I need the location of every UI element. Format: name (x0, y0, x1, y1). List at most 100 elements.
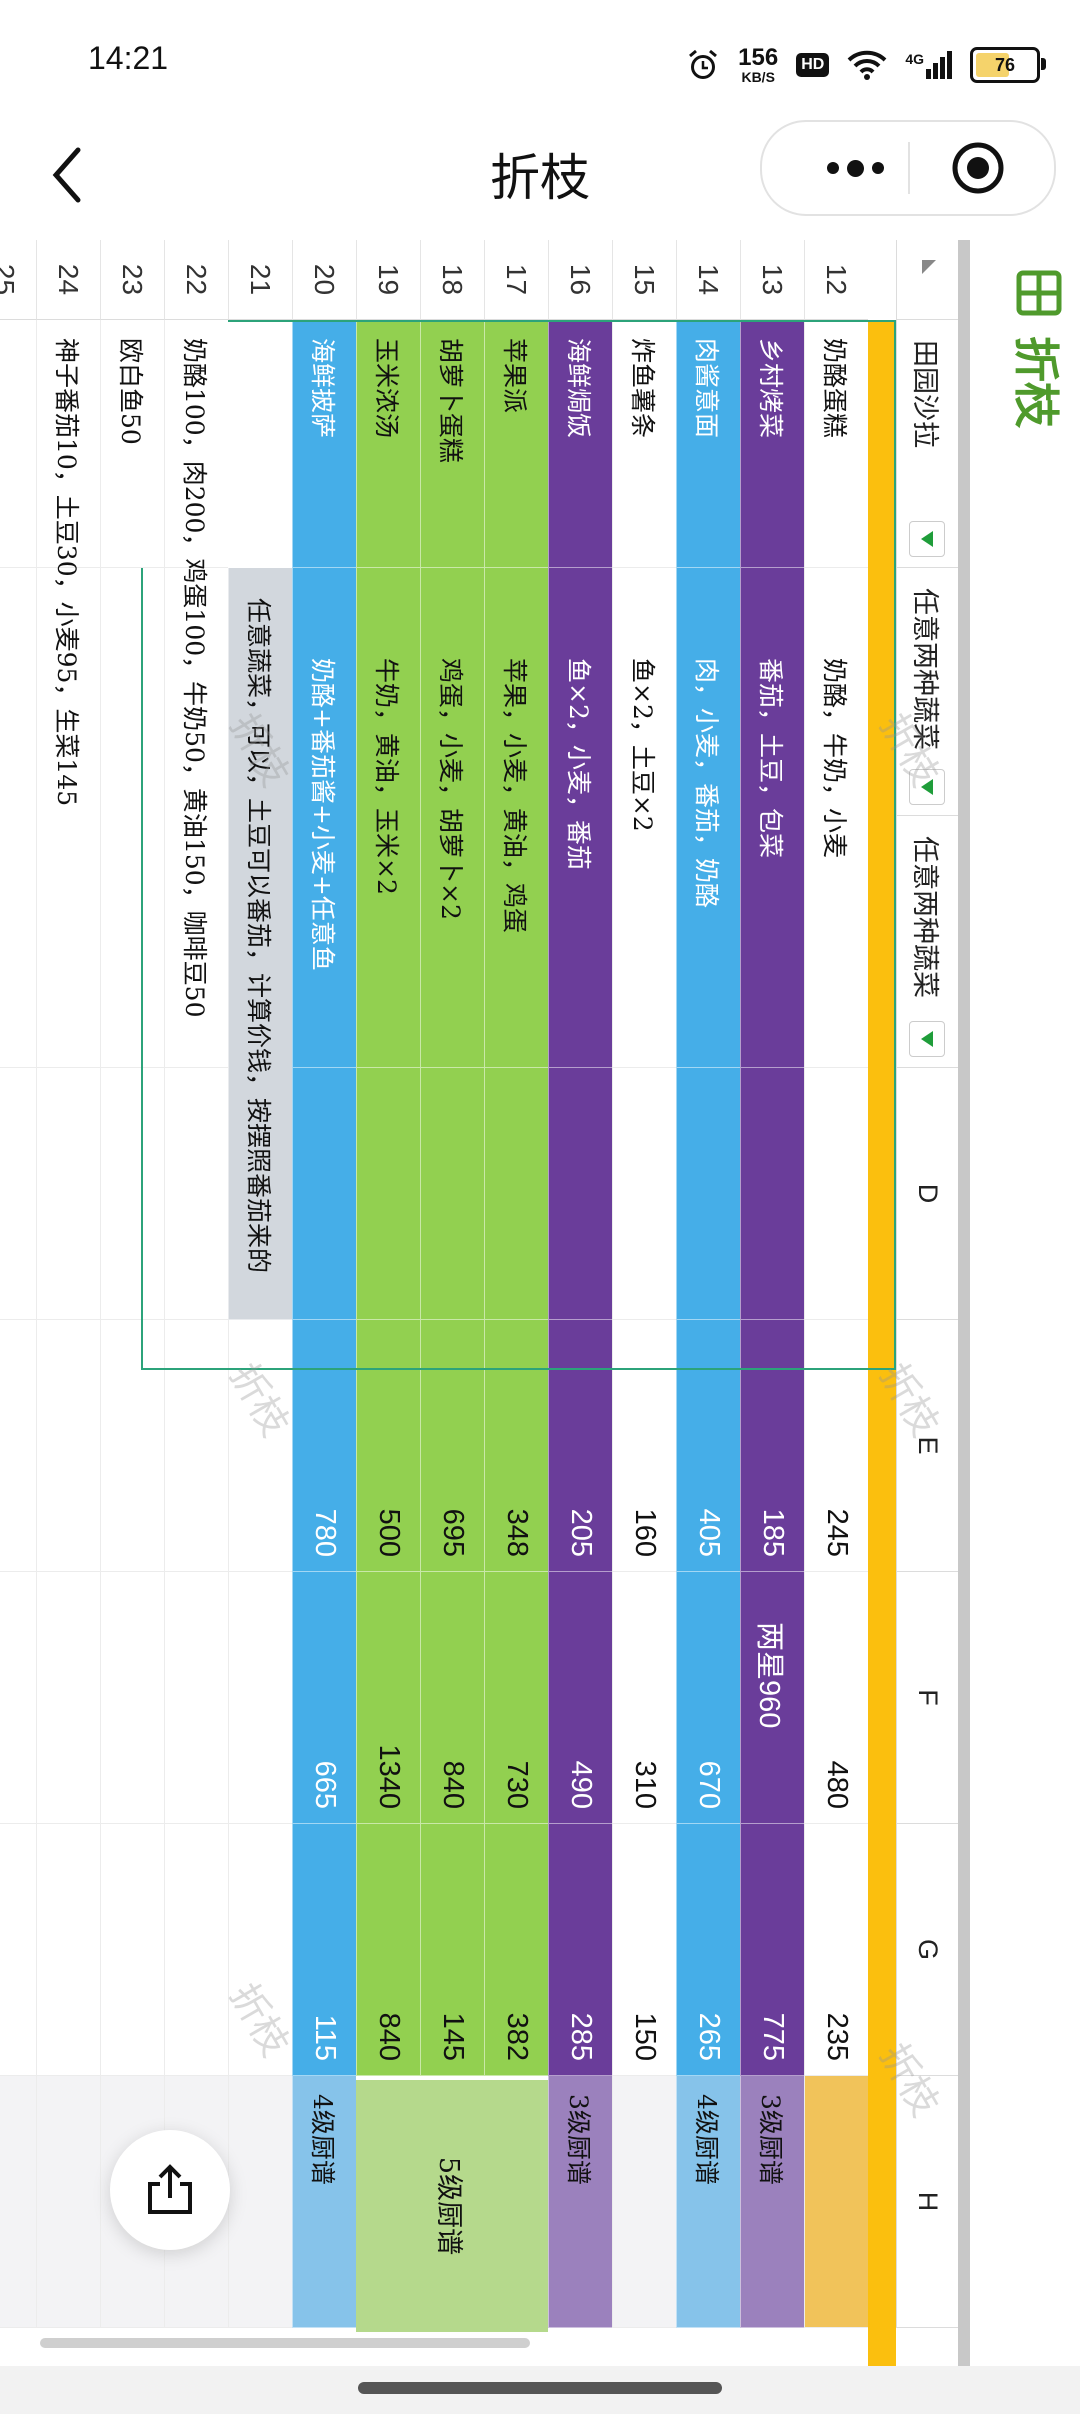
cell-ingredients[interactable] (0, 568, 36, 1068)
cell-ingredients[interactable]: 肉，小麦，番茄，奶酪 (676, 568, 740, 1068)
row-number[interactable]: 15 (612, 240, 676, 320)
cell-f[interactable] (36, 1572, 100, 1824)
cell-name[interactable]: 奶酪蛋糕 (804, 320, 868, 568)
row-number[interactable]: 14 (676, 240, 740, 320)
cell-g[interactable] (0, 1824, 36, 2076)
filter-dropdown-icon[interactable] (909, 521, 946, 557)
filter-dropdown-icon[interactable] (909, 1021, 946, 1057)
select-all-corner[interactable] (896, 240, 958, 320)
cell-name[interactable]: 奶酪100，肉200，鸡蛋100，牛奶50，黄油150，咖啡豆50 (164, 320, 228, 1018)
cell-ingredients[interactable]: 奶酪+番茄酱+小麦+任意鱼 (292, 568, 356, 1068)
cell-d[interactable] (292, 1068, 356, 1320)
cell-name[interactable]: 炸鱼薯条 (612, 320, 676, 568)
column-header-f[interactable]: F (896, 1572, 958, 1824)
row-number[interactable]: 16 (548, 240, 612, 320)
cell-d[interactable] (548, 1068, 612, 1320)
cell-name[interactable]: 海鲜披萨 (292, 320, 356, 568)
column-header-d[interactable]: D (896, 1068, 958, 1320)
back-arrow-icon[interactable] (44, 140, 94, 210)
cell-g[interactable] (100, 1824, 164, 2076)
cell-d[interactable] (484, 1068, 548, 1320)
cell-g[interactable]: 382 (484, 1824, 548, 2076)
cell-e[interactable]: 160 (612, 1320, 676, 1572)
cell-e[interactable] (164, 1320, 228, 1572)
cell-f[interactable]: 665 (292, 1572, 356, 1824)
cell-h[interactable] (36, 2076, 100, 2328)
cell-f[interactable]: 730 (484, 1572, 548, 1824)
cell-d[interactable] (612, 1068, 676, 1320)
cell-e[interactable]: 695 (420, 1320, 484, 1572)
cell-f[interactable] (164, 1572, 228, 1824)
cell-name[interactable]: 玉米浓汤 (356, 320, 420, 568)
row-number[interactable]: 12 (804, 240, 868, 320)
row-number[interactable]: 20 (292, 240, 356, 320)
row-number[interactable]: 24 (36, 240, 100, 320)
row-number[interactable]: 18 (420, 240, 484, 320)
cell-g[interactable]: 145 (420, 1824, 484, 2076)
cell-g[interactable] (36, 1824, 100, 2076)
cell-f[interactable]: 670 (676, 1572, 740, 1824)
cell-h[interactable] (228, 2076, 292, 2328)
cell-h[interactable]: 3级厨谱 (548, 2076, 612, 2328)
cell-e[interactable]: 405 (676, 1320, 740, 1572)
cell-g[interactable]: 235 (804, 1824, 868, 2076)
row-number[interactable]: 21 (228, 240, 292, 320)
cell-ingredients[interactable] (100, 568, 164, 1068)
cell-g[interactable]: 840 (356, 1824, 420, 2076)
cell-e[interactable] (0, 1320, 36, 1572)
home-indicator[interactable] (358, 2382, 722, 2394)
cell-name[interactable]: 肉酱意面 (676, 320, 740, 568)
cell-d[interactable] (740, 1068, 804, 1320)
cell-e[interactable]: 500 (356, 1320, 420, 1572)
cell-name[interactable]: 神子番茄10，土豆30，小麦95，生菜145 (36, 320, 100, 806)
cell-f[interactable] (100, 1572, 164, 1824)
cell-e[interactable]: 245 (804, 1320, 868, 1572)
cell-name[interactable] (0, 320, 36, 568)
cell-e[interactable]: 205 (548, 1320, 612, 1572)
cell-h[interactable]: 4级厨谱 (676, 2076, 740, 2328)
sheet-tab[interactable]: 折枝 (1006, 268, 1072, 428)
cell-f[interactable]: 310 (612, 1572, 676, 1824)
cell-ingredients[interactable]: 番茄，土豆，包菜 (740, 568, 804, 1068)
cell-g[interactable]: 285 (548, 1824, 612, 2076)
row-number[interactable]: 17 (484, 240, 548, 320)
cell-g[interactable] (164, 1824, 228, 2076)
cell-ingredients[interactable]: 鸡蛋，小麦，胡萝卜×2 (420, 568, 484, 1068)
share-button[interactable] (110, 2130, 230, 2250)
row-number[interactable]: 25 (0, 240, 36, 320)
cell-e[interactable]: 348 (484, 1320, 548, 1572)
cell-h[interactable]: 3级厨谱 (740, 2076, 804, 2328)
column-header-c[interactable]: 任意两种蔬菜 (896, 816, 958, 1068)
sheet-viewport[interactable]: 折枝 田园沙拉 任意两种蔬菜 任意两种蔬菜 D E F G H 12 奶酪蛋糕 奶酪，牛奶，小麦 24… (0, 240, 1080, 2366)
cell-name[interactable]: 欧白鱼50 (100, 320, 164, 568)
cell-f[interactable]: 两星960 (740, 1572, 804, 1824)
cell-ingredients[interactable]: 奶酪，牛奶，小麦 (804, 568, 868, 1068)
cell-name[interactable]: 胡萝卜蛋糕 (420, 320, 484, 568)
cell-g[interactable]: 150 (612, 1824, 676, 2076)
cell-e[interactable]: 780 (292, 1320, 356, 1572)
cell-ingredients[interactable]: 苹果，小麦，黄油，鸡蛋 (484, 568, 548, 1068)
cell-f[interactable]: 1340 (356, 1572, 420, 1824)
cell-f[interactable]: 480 (804, 1572, 868, 1824)
target-close-icon[interactable] (950, 140, 1006, 196)
cell-d[interactable] (36, 1068, 100, 1320)
row-number[interactable]: 13 (740, 240, 804, 320)
cell-d[interactable] (804, 1068, 868, 1320)
horizontal-scrollbar[interactable] (40, 2338, 530, 2348)
cell-name[interactable]: 苹果派 (484, 320, 548, 568)
cell-g[interactable]: 775 (740, 1824, 804, 2076)
cell-d[interactable] (420, 1068, 484, 1320)
cell-f[interactable]: 490 (548, 1572, 612, 1824)
cell-d[interactable] (164, 1068, 228, 1320)
cell-ingredients[interactable]: 任意蔬菜，可以，土豆可以番茄，计算价钱，按摆照番茄来的 (228, 568, 292, 1320)
column-header-a[interactable]: 田园沙拉 (896, 320, 958, 568)
cell-ingredients[interactable]: 鱼×2，土豆×2 (612, 568, 676, 1068)
cell-h[interactable]: 4级厨谱 (292, 2076, 356, 2328)
cell-ingredients[interactable]: 牛奶，黄油，玉米×2 (356, 568, 420, 1068)
cell-g[interactable]: 265 (676, 1824, 740, 2076)
cell-h-merged[interactable]: 5级厨谱 (356, 2080, 548, 2332)
cell-d[interactable] (0, 1068, 36, 1320)
cell-f[interactable] (228, 1572, 292, 1824)
cell-f[interactable]: 840 (420, 1572, 484, 1824)
row-number[interactable]: 19 (356, 240, 420, 320)
